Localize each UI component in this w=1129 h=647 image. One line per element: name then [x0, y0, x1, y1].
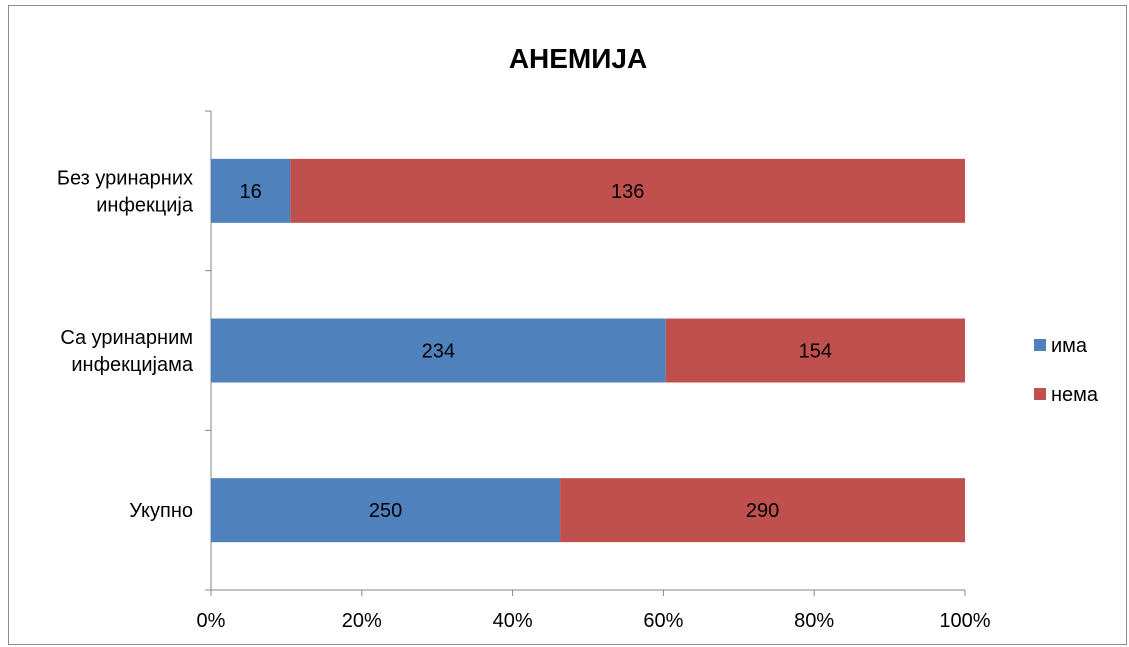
axes: 0% 20% 40% 60% 80% 100% — [197, 110, 991, 632]
category-label: Без уринарних инфекција — [57, 167, 194, 216]
x-tick-label: 60% — [643, 610, 683, 632]
data-label: 234 — [422, 341, 455, 363]
x-tick-label: 0% — [197, 610, 226, 632]
data-label: 16 — [240, 181, 262, 203]
bar-segment-nema — [290, 158, 965, 223]
legend-label-nema: нема — [1051, 384, 1099, 406]
x-tick-label: 100% — [939, 610, 990, 632]
data-label: 290 — [746, 500, 779, 522]
legend: има нема — [1034, 335, 1099, 406]
legend-swatch-ima — [1034, 339, 1046, 351]
data-label: 154 — [799, 341, 832, 363]
bar-segment-nema — [665, 318, 965, 383]
legend-swatch-nema — [1034, 388, 1046, 400]
bar-segment-ima — [211, 158, 291, 223]
legend-label-ima: има — [1051, 335, 1088, 357]
x-tick-label: 80% — [794, 610, 834, 632]
chart: АНЕМИЈА 0% 20% 40% 60% 80% 100% 16 136 Без урин… — [57, 43, 1099, 632]
category-label: Укупно — [129, 500, 193, 522]
chart-frame: АНЕМИЈА 0% 20% 40% 60% 80% 100% 16 136 Без урин… — [8, 5, 1127, 645]
bar-segment-nema — [560, 478, 965, 543]
category-label: Са уринарним инфекцијама — [60, 327, 194, 376]
data-label: 136 — [611, 181, 644, 203]
bar-segment-ima — [211, 318, 666, 383]
data-label: 250 — [369, 500, 402, 522]
bars — [211, 158, 965, 543]
x-tick-label: 20% — [342, 610, 382, 632]
x-tick-label: 40% — [493, 610, 533, 632]
bar-segment-ima — [211, 478, 561, 543]
chart-title: АНЕМИЈА — [509, 43, 647, 74]
labels: 16 136 Без уринарних инфекција 234 154 Са урин… — [57, 167, 832, 522]
